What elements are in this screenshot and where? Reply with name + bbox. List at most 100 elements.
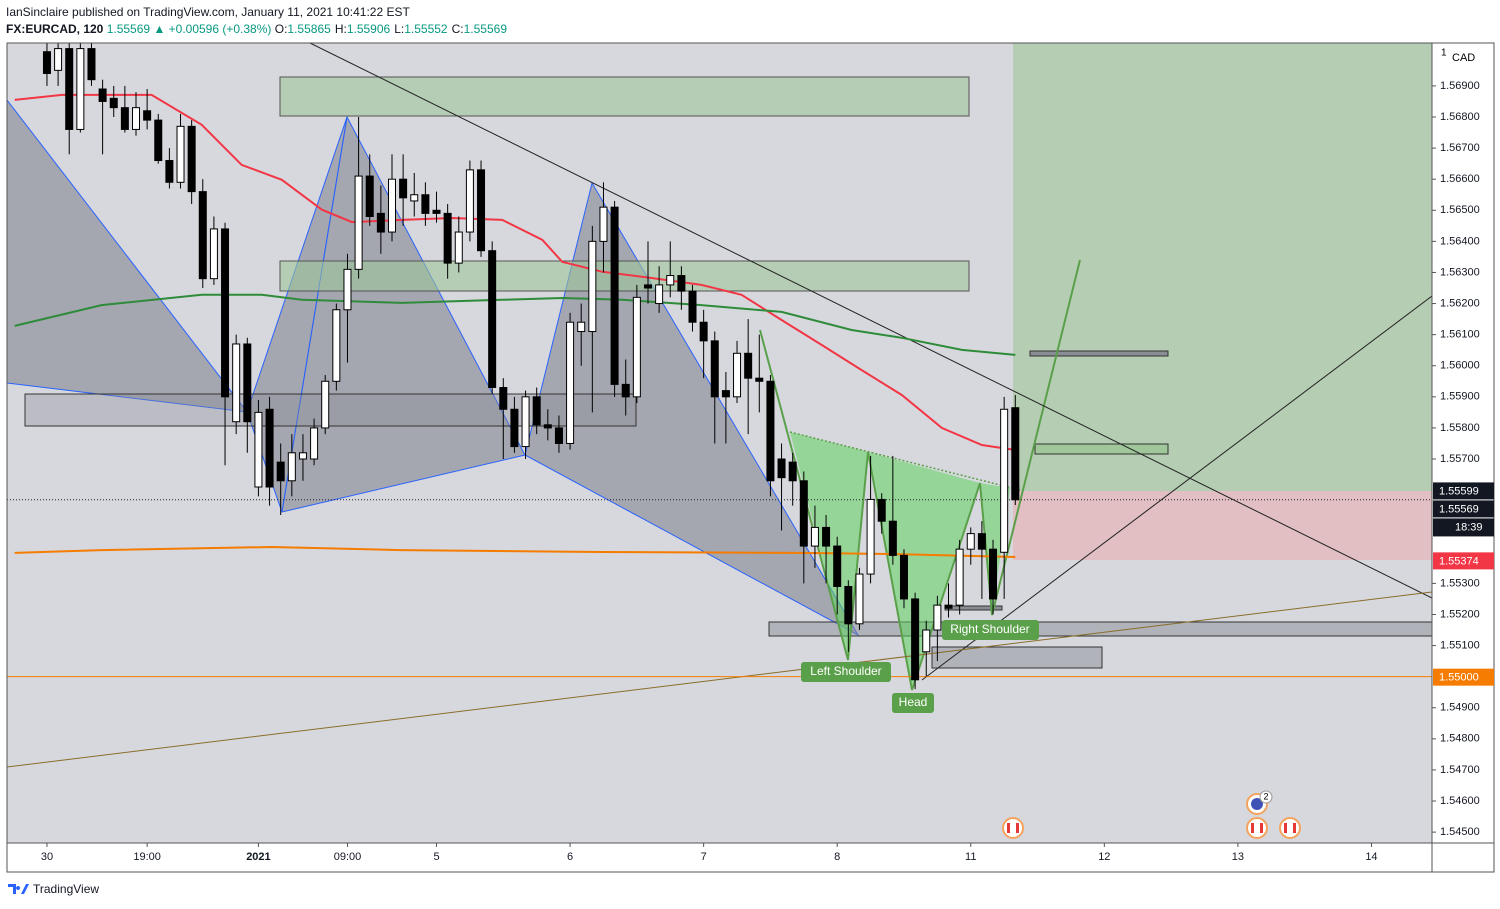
price-tag: [1433, 552, 1494, 570]
candle-body: [1000, 408, 1009, 553]
candle-body: [844, 585, 853, 625]
price-tag-label: 1.55000: [1439, 672, 1479, 684]
zone-box: [931, 646, 1103, 669]
brand: TradingView: [33, 882, 99, 896]
y-tick-label: 1.56000: [1440, 360, 1480, 372]
moving-average: [14, 545, 1016, 558]
header: IanSinclaire published on TradingView.co…: [6, 4, 511, 38]
y-tick-label: 1.56500: [1440, 204, 1480, 216]
pattern-triangle: [7, 99, 249, 413]
candle-body: [387, 178, 396, 233]
candle-body: [777, 458, 786, 479]
x-tick-label: 12: [1098, 851, 1110, 863]
event-flag: [1287, 823, 1293, 833]
candle-body: [421, 194, 430, 214]
candle-body: [933, 604, 942, 631]
candle-body: [432, 209, 441, 214]
candle-body: [866, 498, 875, 575]
pattern-triangle: [524, 181, 860, 637]
candle-body: [109, 97, 118, 109]
zone-box: [768, 621, 1432, 637]
candle-body: [154, 119, 163, 162]
candle-body: [643, 284, 652, 289]
currency: CAD: [1452, 52, 1475, 64]
y-tick-label: 1.55700: [1440, 453, 1480, 465]
long-stop-zone: [1013, 491, 1432, 560]
candle-body: [1011, 407, 1020, 501]
candle-body: [554, 427, 563, 444]
candle-body: [198, 191, 207, 280]
ohlc-value: 1.55569: [463, 22, 507, 36]
candle-body: [332, 309, 341, 382]
candle-body: [877, 498, 886, 522]
y-tick-label: 1.56100: [1440, 329, 1480, 341]
candle-body: [42, 51, 51, 74]
candle-body: [399, 178, 408, 199]
zone-box: [1034, 443, 1169, 455]
candle-body: [120, 107, 129, 130]
ohlc-value: 1.55552: [404, 22, 448, 36]
candle-body: [799, 480, 808, 547]
countdown-label: 18:39: [1455, 521, 1483, 533]
annotation: Right Shoulder: [950, 622, 1029, 636]
candle-body: [176, 125, 185, 183]
y-tick-label: 1.55200: [1440, 608, 1480, 620]
trend-line: [309, 43, 1432, 599]
candle-body: [810, 526, 819, 547]
candle-body: [744, 352, 753, 379]
candle-body: [321, 380, 330, 429]
symbol: FX:EURCAD, 120: [6, 22, 104, 36]
y-tick-label: 1.55300: [1440, 577, 1480, 589]
candle-body: [221, 228, 230, 398]
x-tick-label: 2021: [246, 851, 270, 863]
x-tick-label: 11: [965, 851, 976, 863]
candle-body: [577, 321, 586, 333]
candle-body: [232, 343, 241, 423]
candle-body: [465, 169, 474, 233]
badge-count: 2: [1263, 791, 1268, 801]
candle-body: [243, 343, 252, 423]
candle-body: [944, 604, 953, 609]
drawings: [7, 43, 1432, 768]
candle-body: [566, 321, 575, 444]
candle-body: [443, 212, 452, 264]
event-flag: [1254, 823, 1260, 833]
candle-body: [76, 48, 85, 130]
x-tick-label: 8: [834, 851, 840, 863]
candle-body: [822, 526, 831, 547]
annotation: Left Shoulder: [810, 664, 881, 678]
y-tick-label: 1.56200: [1440, 297, 1480, 309]
candle-body: [143, 110, 152, 121]
long-target-zone: [1013, 43, 1432, 491]
label-bg: [942, 620, 1039, 640]
zone-box: [24, 393, 637, 427]
scale-label: 1: [1441, 48, 1447, 59]
candle-body: [410, 194, 419, 202]
x-tick-label: 14: [1365, 851, 1377, 863]
price-tag: [1433, 482, 1494, 500]
candle-body: [833, 545, 842, 587]
x-tick-label: 5: [433, 851, 439, 863]
trend-line: [7, 591, 1432, 768]
candle-body: [855, 573, 864, 625]
candle-body: [365, 175, 374, 217]
candle-body: [966, 533, 975, 550]
x-tick-label: 30: [41, 851, 53, 863]
zone-box: [1029, 350, 1169, 357]
candle-body: [666, 275, 675, 286]
price-tag-label: 1.55569: [1439, 503, 1479, 515]
price-tag: [1433, 668, 1494, 686]
zone-box: [279, 76, 970, 117]
candle-body: [510, 408, 519, 448]
candle-body: [677, 275, 686, 292]
change: ▲ +0.00596 (+0.38%): [153, 22, 272, 36]
candle-body: [343, 268, 352, 311]
last-price: 1.55569: [106, 22, 151, 36]
candle-body: [922, 629, 931, 653]
price-axis: [1432, 43, 1494, 872]
candle-body: [65, 48, 74, 130]
y-tick-label: 1.54800: [1440, 733, 1480, 745]
zone-box: [279, 260, 970, 292]
candle-body: [911, 598, 920, 681]
